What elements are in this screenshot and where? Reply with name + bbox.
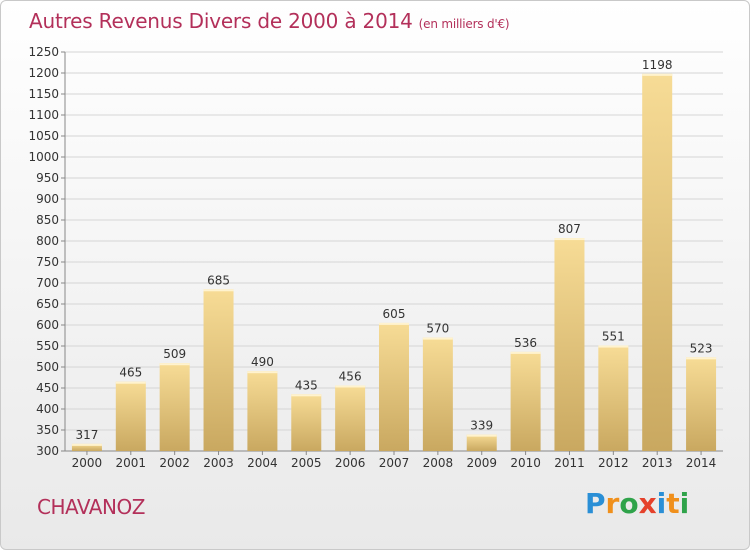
y-tick-label: 350 (36, 423, 59, 437)
bar-top-edge (554, 238, 585, 241)
logo-letter: P (585, 487, 606, 520)
y-tick-label: 800 (36, 234, 59, 248)
y-tick-label: 450 (36, 381, 59, 395)
x-tick-label: 2011 (554, 456, 585, 470)
y-tick-label: 700 (36, 276, 59, 290)
bar (291, 394, 322, 451)
place-name: CHAVANOZ (37, 495, 145, 519)
bar (379, 322, 409, 451)
y-tick-label: 850 (36, 213, 59, 227)
bar-top-edge (642, 73, 673, 76)
y-tick-label: 300 (36, 444, 59, 458)
x-tick-label: 2009 (466, 456, 497, 470)
bar-top-edge (379, 322, 409, 325)
bar (71, 443, 102, 451)
bar (203, 289, 234, 451)
x-tick-label: 2014 (686, 456, 717, 470)
x-tick-label: 2007 (379, 456, 410, 470)
y-tick-label: 900 (36, 192, 59, 206)
y-tick-label: 500 (36, 360, 59, 374)
logo-letter: t (666, 487, 680, 520)
x-tick-label: 2005 (291, 456, 322, 470)
bar (642, 73, 673, 451)
bar-top-edge (71, 443, 102, 446)
bar-top-edge (203, 289, 234, 292)
bar-value-label: 435 (295, 378, 318, 392)
logo-letter: i (656, 487, 667, 520)
bar (335, 385, 366, 451)
bar-value-label: 605 (383, 307, 406, 321)
logo-letter: i (679, 487, 690, 520)
chart-title-text: Autres Revenus Divers de 2000 à 2014 (29, 9, 413, 33)
bar-value-label: 536 (514, 336, 537, 350)
x-tick-label: 2001 (116, 456, 147, 470)
bar-top-edge (115, 381, 146, 384)
bar-value-label: 807 (558, 222, 581, 236)
chart-unit: (en milliers d'€) (418, 17, 510, 31)
chart-title: Autres Revenus Divers de 2000 à 2014 (en … (29, 9, 510, 33)
bar-top-edge (510, 351, 541, 354)
bar-top-edge (686, 357, 717, 360)
bar (554, 238, 585, 451)
bar-top-edge (466, 434, 497, 437)
bar-top-edge (159, 363, 190, 366)
bar-value-label: 490 (251, 355, 274, 369)
bar-value-label: 1198 (642, 58, 673, 72)
bar-value-label: 685 (207, 273, 230, 287)
y-tick-label: 1200 (28, 66, 59, 80)
y-tick-label: 750 (36, 255, 59, 269)
bar (422, 337, 453, 451)
x-tick-label: 2006 (335, 456, 366, 470)
bar (466, 434, 497, 451)
proxiti-logo: Proxiti (585, 487, 689, 520)
y-tick-label: 1000 (28, 150, 59, 164)
bar (510, 351, 541, 451)
bar-top-edge (291, 394, 322, 397)
x-tick-label: 2003 (203, 456, 234, 470)
bar-top-edge (247, 371, 278, 374)
y-tick-label: 400 (36, 402, 59, 416)
bar-top-edge (335, 385, 366, 388)
y-tick-label: 1150 (28, 87, 59, 101)
x-tick-label: 2004 (247, 456, 278, 470)
bar-value-label: 509 (163, 347, 186, 361)
bar (686, 357, 717, 451)
bar-value-label: 551 (602, 330, 625, 344)
x-tick-label: 2013 (642, 456, 673, 470)
x-tick-label: 2000 (72, 456, 103, 470)
bar (159, 363, 190, 451)
bar-value-label: 339 (470, 419, 493, 433)
bar (115, 381, 146, 451)
y-tick-label: 600 (36, 318, 59, 332)
y-tick-label: 550 (36, 339, 59, 353)
bar-value-label: 465 (119, 366, 142, 380)
bar-top-edge (422, 337, 453, 340)
y-tick-label: 1050 (28, 129, 59, 143)
logo-letter: x (638, 487, 657, 520)
logo-letter: o (619, 487, 639, 520)
y-tick-label: 1100 (28, 108, 59, 122)
x-tick-label: 2012 (598, 456, 629, 470)
logo-letter: r (605, 487, 620, 520)
bar-top-edge (598, 345, 629, 348)
bar (598, 345, 629, 451)
bar (247, 371, 278, 451)
bar-value-label: 317 (75, 428, 98, 442)
x-tick-label: 2008 (423, 456, 454, 470)
bar-value-label: 456 (339, 369, 362, 383)
bar-value-label: 523 (690, 341, 713, 355)
x-tick-label: 2002 (159, 456, 190, 470)
y-tick-label: 950 (36, 171, 59, 185)
y-tick-label: 1250 (28, 45, 59, 59)
bar-value-label: 570 (426, 322, 449, 336)
y-tick-label: 650 (36, 297, 59, 311)
x-tick-label: 2010 (510, 456, 541, 470)
